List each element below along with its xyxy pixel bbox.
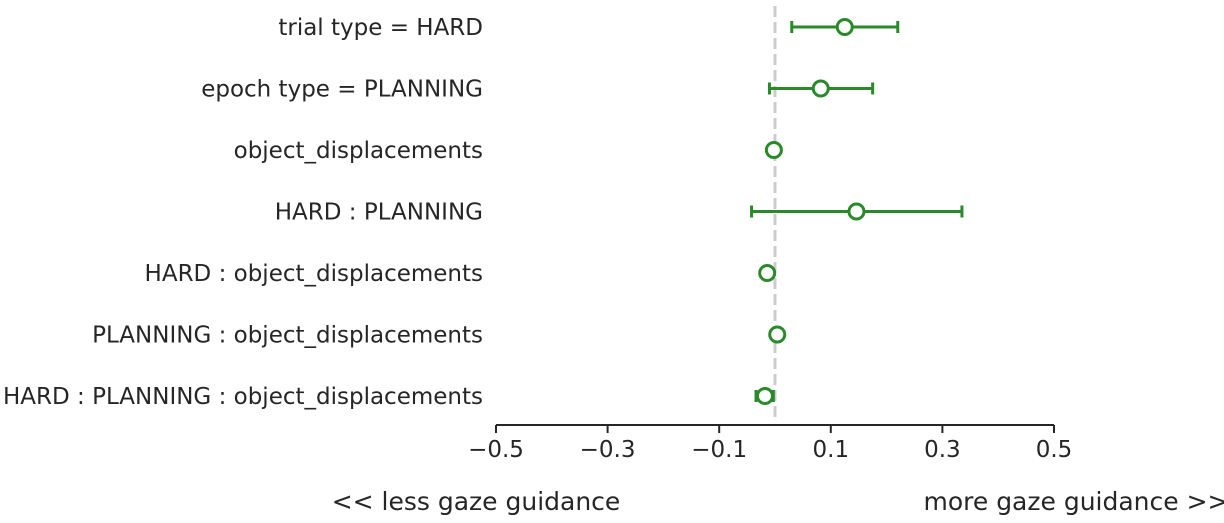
row-label: HARD : PLANNING : object_displacements — [3, 384, 483, 410]
estimate-point — [764, 141, 783, 159]
coefficient-row: PLANNING : object_displacements — [92, 323, 787, 349]
estimate-point — [768, 325, 787, 344]
row-label: trial type = HARD — [278, 15, 483, 41]
coefficient-row: HARD : PLANNING — [275, 200, 964, 226]
row-label: PLANNING : object_displacements — [92, 323, 483, 349]
coefficient-row: object_displacements — [234, 138, 783, 164]
rows-layer: trial type = HARD epoch type = PLANNING ob… — [3, 15, 964, 410]
x-tick-label: 0.3 — [924, 437, 961, 463]
coefficient-row: HARD : PLANNING : object_displacements — [3, 384, 775, 410]
estimate-point — [811, 79, 830, 98]
row-label: epoch type = PLANNING — [201, 77, 483, 103]
coefficient-row: trial type = HARD — [278, 15, 900, 41]
estimate-point — [847, 202, 866, 221]
x-tick-label: 0.1 — [813, 437, 850, 463]
x-tick-label: −0.5 — [468, 437, 524, 463]
right-annotation: more gaze guidance >> — [923, 487, 1224, 516]
coefficient-row: epoch type = PLANNING — [201, 77, 875, 103]
x-tick-label: 0.5 — [1036, 437, 1073, 463]
estimate-point — [835, 18, 854, 36]
left-annotation: << less gaze guidance — [332, 487, 621, 516]
x-axis: −0.5 −0.3 −0.1 0.1 0.3 0.5 — [468, 424, 1073, 463]
row-label: object_displacements — [234, 138, 483, 164]
row-label: HARD : PLANNING — [275, 200, 483, 226]
x-tick-label: −0.3 — [580, 437, 636, 463]
row-label: HARD : object_displacements — [145, 261, 483, 287]
estimate-point — [758, 264, 777, 282]
x-tick-label: −0.1 — [691, 437, 747, 463]
coefficient-row: HARD : object_displacements — [145, 261, 777, 287]
estimate-point — [755, 387, 774, 405]
